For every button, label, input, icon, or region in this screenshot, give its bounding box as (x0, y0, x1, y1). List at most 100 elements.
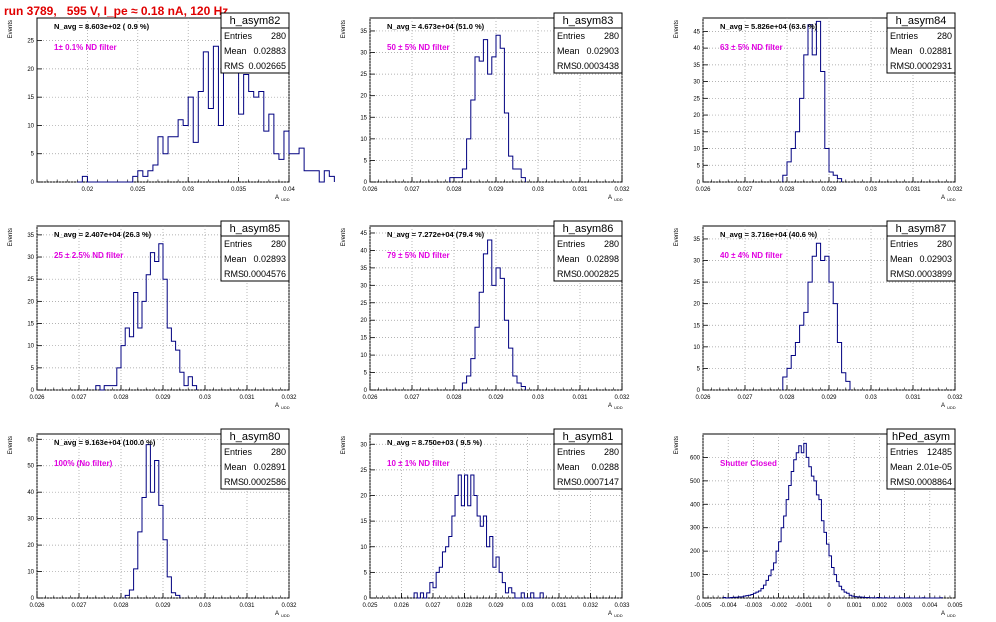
stats-label: Entries (890, 447, 919, 457)
stats-title: h_asym83 (563, 15, 614, 27)
x-tick-label: 0.025 (362, 603, 378, 609)
x-tick-label: 0.031 (572, 187, 588, 193)
x-tick-label: 0.032 (281, 395, 297, 401)
stats-value: 0.0003899 (909, 269, 952, 279)
histogram-h_asym81: 0.025 0.026 0.027 0.028 0.029 0.03 0.031 0.032 0… (341, 428, 630, 618)
stats-value: 12485 (927, 447, 952, 457)
y-tick-label: 40 (360, 248, 367, 254)
stats-box (553, 220, 623, 282)
x-axis-subscript: UDD (281, 405, 290, 410)
y-tick-label: 20 (360, 94, 367, 100)
x-axis-subscript: UDD (614, 405, 623, 410)
histogram-bars (449, 34, 526, 182)
y-tick-label: 5 (31, 366, 35, 372)
x-axis-subscript: UDD (281, 197, 290, 202)
navg-label: N_avg = 3.716e+04 (40.6 %) (720, 230, 818, 239)
y-tick-label: 25 (360, 72, 367, 78)
x-tick-label: 0.028 (457, 603, 473, 609)
y-tick-label: 15 (693, 323, 700, 329)
navg-label: N_avg = 5.826e+04 (63.6 %) (720, 22, 818, 31)
filter-label: Shutter Closed (720, 459, 777, 468)
stats-label: Mean (890, 462, 913, 472)
histogram-bars (124, 444, 181, 598)
y-tick-label: 35 (360, 266, 367, 272)
x-tick-label: 0.027 (737, 187, 753, 193)
y-axis-label: Events (341, 228, 347, 246)
y-tick-label: 200 (690, 549, 701, 555)
stats-value: 0.0002586 (243, 477, 286, 487)
stats-value: 0.002665 (248, 61, 286, 71)
stats-title: h_asym86 (563, 223, 614, 235)
stats-box (553, 12, 623, 74)
y-tick-label: 60 (27, 437, 34, 443)
y-tick-label: 600 (690, 455, 701, 461)
x-axis-label: A (275, 403, 279, 409)
x-tick-label: 0.035 (231, 187, 247, 193)
x-axis-subscript: UDD (947, 613, 956, 618)
y-tick-label: 500 (690, 479, 701, 485)
y-tick-label: 20 (27, 543, 34, 549)
y-tick-label: 5 (31, 152, 35, 158)
y-tick-label: 30 (693, 259, 700, 265)
x-axis-label: A (941, 195, 945, 201)
x-tick-label: 0.031 (239, 603, 255, 609)
stats-label: Mean (224, 46, 247, 56)
stats-label: Mean (557, 462, 580, 472)
y-tick-label: 35 (360, 29, 367, 35)
filter-label: 79 ± 5% ND filter (387, 251, 450, 260)
navg-label: N_avg = 8.750e+03 ( 9.5 %) (387, 438, 483, 447)
x-tick-label: 0.031 (905, 187, 921, 193)
stats-value: 0.0002825 (576, 269, 619, 279)
x-tick-label: 0.028 (446, 395, 462, 401)
x-tick-label: 0.002 (872, 603, 888, 609)
stats-value: 0.02893 (253, 254, 286, 264)
x-tick-label: 0.031 (239, 395, 255, 401)
navg-label: N_avg = 8.603e+02 ( 0.9 %) (54, 22, 150, 31)
y-tick-label: 10 (27, 570, 34, 576)
x-tick-label: 0.026 (362, 187, 378, 193)
filter-label: 63 ± 5% ND filter (720, 43, 783, 52)
y-tick-label: 20 (360, 318, 367, 324)
y-axis-label: Events (8, 436, 14, 454)
stats-label: RMS (890, 477, 910, 487)
x-tick-label: 0.027 (71, 603, 87, 609)
y-tick-label: 10 (360, 545, 367, 551)
stats-value: 0.02881 (919, 46, 952, 56)
stats-label: Entries (557, 239, 586, 249)
y-tick-label: 35 (693, 63, 700, 69)
y-tick-label: 15 (693, 130, 700, 136)
x-tick-label: 0.026 (394, 603, 410, 609)
stats-value: 280 (937, 239, 952, 249)
x-tick-label: 0.027 (425, 603, 441, 609)
y-tick-label: 25 (27, 277, 34, 283)
y-tick-label: 0 (364, 388, 368, 394)
y-tick-label: 30 (360, 442, 367, 448)
navg-label: N_avg = 7.272e+04 (79.4 %) (387, 230, 485, 239)
y-axis-label: Events (8, 228, 14, 246)
y-axis-label: Events (674, 228, 680, 246)
y-tick-label: 400 (690, 502, 701, 508)
stats-label: Entries (557, 447, 586, 457)
stats-label: RMS (890, 269, 910, 279)
stats-label: Entries (224, 447, 253, 457)
y-tick-label: 50 (27, 464, 34, 470)
x-tick-label: 0.027 (737, 395, 753, 401)
x-tick-label: 0.028 (113, 395, 129, 401)
y-tick-label: 40 (27, 490, 34, 496)
histogram-h_asym83: 0.026 0.027 0.028 0.029 0.03 0.031 0.032 0 5 10 15… (341, 12, 630, 202)
stats-value: 280 (604, 31, 619, 41)
stats-title: h_asym82 (230, 15, 281, 27)
x-tick-label: 0.03 (865, 395, 877, 401)
stats-value: 280 (937, 31, 952, 41)
y-tick-label: 15 (360, 336, 367, 342)
x-tick-label: 0.026 (695, 395, 711, 401)
stats-label: Entries (224, 239, 253, 249)
stats-box (553, 428, 623, 490)
x-tick-label: 0.031 (551, 603, 567, 609)
y-tick-label: 10 (27, 344, 34, 350)
y-tick-label: 25 (360, 468, 367, 474)
y-tick-label: 0 (364, 596, 368, 602)
y-tick-label: 45 (693, 29, 700, 35)
y-axis-label: Events (341, 436, 347, 454)
stats-label: Entries (224, 31, 253, 41)
